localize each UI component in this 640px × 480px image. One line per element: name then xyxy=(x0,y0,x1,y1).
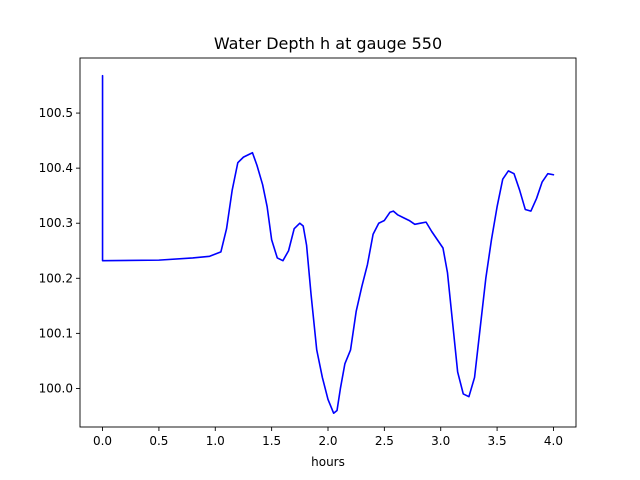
y-tick-label-4: 100.4 xyxy=(39,161,73,175)
x-axis-label: hours xyxy=(311,455,345,469)
x-tick-label-7: 3.5 xyxy=(488,434,507,448)
y-tick-label-2: 100.2 xyxy=(39,271,73,285)
x-tick-label-5: 2.5 xyxy=(375,434,394,448)
x-tick-label-8: 4.0 xyxy=(544,434,563,448)
chart-title: Water Depth h at gauge 550 xyxy=(214,34,442,53)
x-tick-label-1: 0.5 xyxy=(149,434,168,448)
x-tick-label-2: 1.0 xyxy=(206,434,225,448)
plot-area: 0.0 0.5 1.0 1.5 2.0 2.5 3.0 3.5 4.0 100.0 100.1 100… xyxy=(39,57,577,448)
series-line-0 xyxy=(101,74,555,415)
x-tick-label-0: 0.0 xyxy=(93,434,112,448)
x-tick-label-4: 2.0 xyxy=(318,434,337,448)
y-tick-label-0: 100.0 xyxy=(39,381,73,395)
x-tick-label-3: 1.5 xyxy=(262,434,281,448)
x-tick-label-6: 3.0 xyxy=(431,434,450,448)
y-tick-label-5: 100.5 xyxy=(39,106,73,120)
y-tick-label-1: 100.1 xyxy=(39,326,73,340)
y-tick-label-3: 100.3 xyxy=(39,216,73,230)
